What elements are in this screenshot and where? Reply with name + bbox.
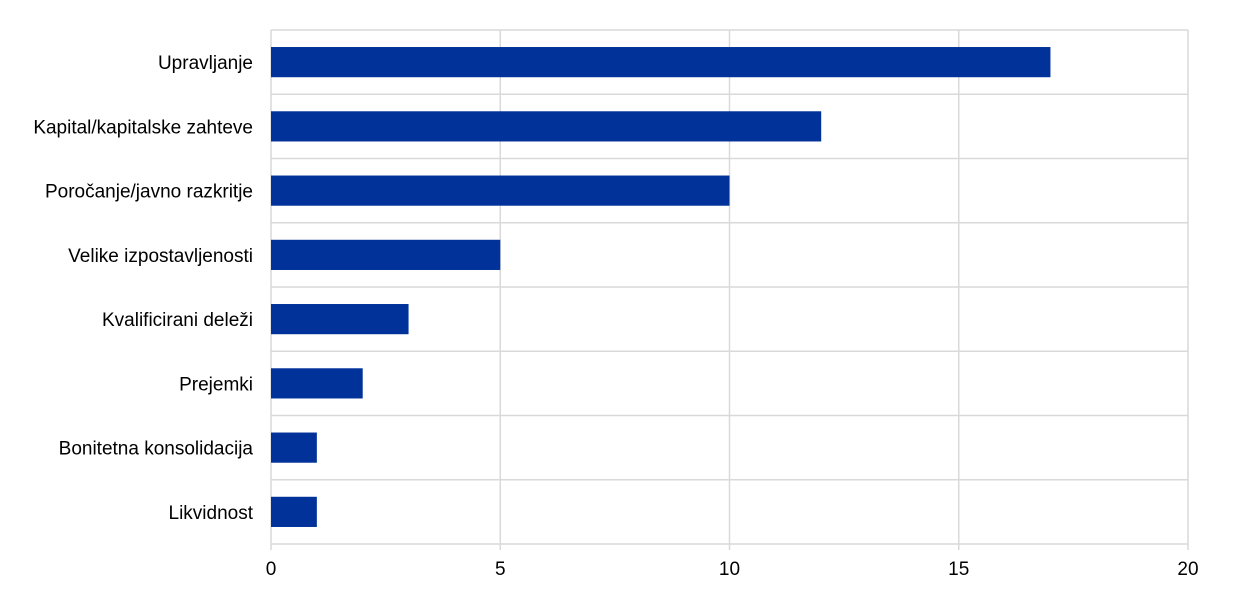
bar [271, 496, 317, 527]
category-label: Bonitetna konsolidacija [59, 439, 254, 460]
x-tick-label: 10 [719, 559, 740, 580]
bar [271, 239, 501, 270]
bars [271, 47, 1051, 527]
category-label: Kapital/kapitalske zahteve [33, 117, 253, 138]
category-label: Upravljanje [158, 53, 253, 74]
x-axis-tick-labels: 0 5 10 15 20 [266, 559, 1199, 580]
bar [271, 368, 363, 399]
bar [271, 175, 730, 206]
category-label: Likvidnost [169, 503, 254, 524]
category-label: Kvalificirani deleži [102, 310, 253, 331]
category-label: Prejemki [179, 374, 253, 395]
bar [271, 111, 822, 142]
x-tick-label: 0 [266, 559, 277, 580]
bar [271, 47, 1051, 78]
category-labels: Upravljanje Kapital/kapitalske zahteve Por… [33, 53, 253, 524]
category-label: Poročanje/javno razkritje [45, 182, 253, 203]
x-tick-label: 20 [1177, 559, 1198, 580]
bar [271, 304, 409, 335]
x-tick-label: 5 [495, 559, 506, 580]
grid [270, 29, 1189, 550]
bar [271, 432, 317, 463]
x-tick-label: 15 [948, 559, 969, 580]
category-label: Velike izpostavljenosti [68, 246, 253, 267]
